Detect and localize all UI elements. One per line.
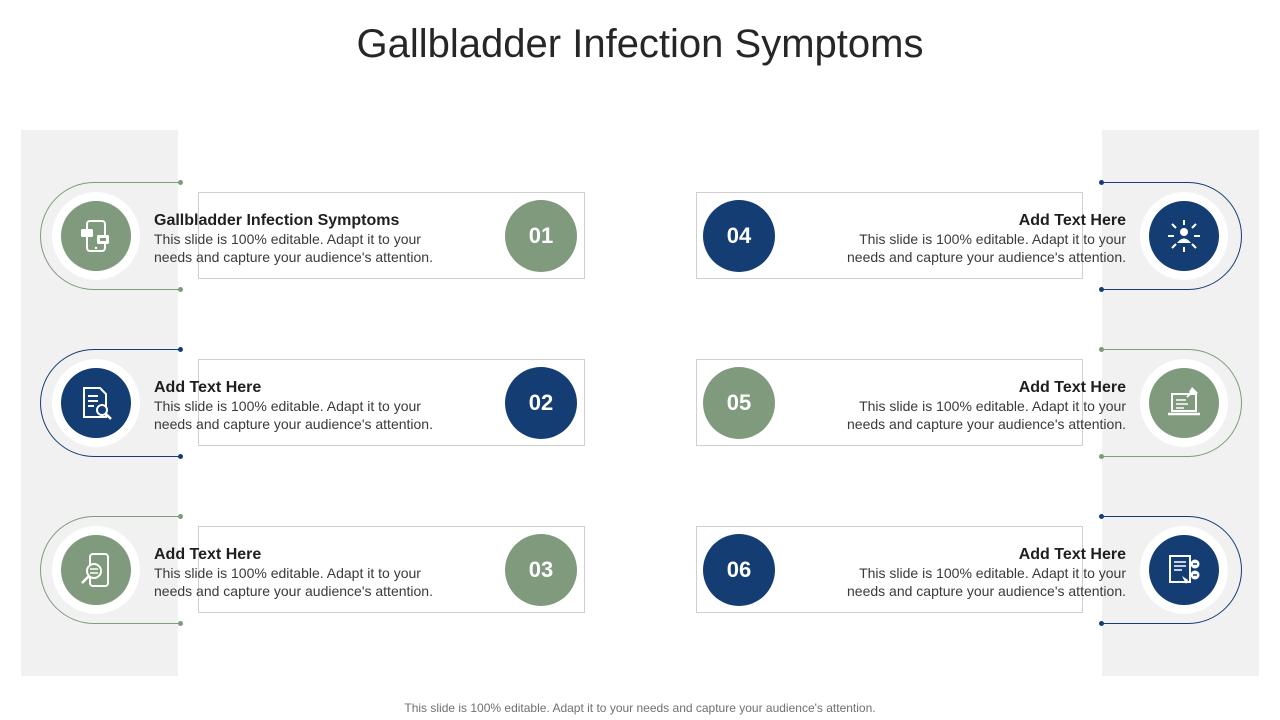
connector-arc xyxy=(1099,514,1242,626)
connector-dot xyxy=(178,347,183,352)
connector-dot xyxy=(178,180,183,185)
item-body-line: needs and capture your audience's attent… xyxy=(847,416,1126,432)
item-body-line: This slide is 100% editable. Adapt it to… xyxy=(154,231,421,247)
connector-dot xyxy=(1099,287,1104,292)
item-heading: Add Text Here xyxy=(154,379,262,396)
connector-dot xyxy=(178,514,183,519)
footer-note: This slide is 100% editable. Adapt it to… xyxy=(404,701,876,715)
step-number-badge: 01 xyxy=(505,200,577,272)
connector-dot xyxy=(1099,454,1104,459)
item-heading: Add Text Here xyxy=(1018,546,1126,563)
connector-dot xyxy=(178,454,183,459)
mobile-chat-icon xyxy=(61,201,131,271)
document-search-icon xyxy=(61,368,131,438)
slide-title: Gallbladder Infection Symptoms xyxy=(356,22,924,66)
mobile-search-icon xyxy=(61,535,131,605)
item-body-line: This slide is 100% editable. Adapt it to… xyxy=(859,398,1126,414)
item-heading: Gallbladder Infection Symptoms xyxy=(154,212,400,229)
document-chat-icon xyxy=(1149,535,1219,605)
item-body-line: needs and capture your audience's attent… xyxy=(847,249,1126,265)
step-number-badge: 06 xyxy=(703,534,775,606)
step-number-badge: 02 xyxy=(505,367,577,439)
user-network-icon xyxy=(1149,201,1219,271)
item-heading: Add Text Here xyxy=(1018,212,1126,229)
connector-arc xyxy=(40,347,183,459)
connector-dot xyxy=(1099,347,1104,352)
item-body-line: needs and capture your audience's attent… xyxy=(154,583,433,599)
step-number-badge: 03 xyxy=(505,534,577,606)
connector-arc xyxy=(40,514,183,626)
item-body-line: needs and capture your audience's attent… xyxy=(154,416,433,432)
item-body-line: This slide is 100% editable. Adapt it to… xyxy=(859,565,1126,581)
connector-dot xyxy=(1099,514,1104,519)
connector-dot xyxy=(1099,621,1104,626)
step-number-badge: 05 xyxy=(703,367,775,439)
item-body-line: This slide is 100% editable. Adapt it to… xyxy=(154,398,421,414)
item-body-line: needs and capture your audience's attent… xyxy=(847,583,1126,599)
item-heading: Add Text Here xyxy=(154,546,262,563)
item-body-line: This slide is 100% editable. Adapt it to… xyxy=(859,231,1126,247)
laptop-pin-icon xyxy=(1149,368,1219,438)
item-body-line: needs and capture your audience's attent… xyxy=(154,249,433,265)
item-body-line: This slide is 100% editable. Adapt it to… xyxy=(154,565,421,581)
connector-arc xyxy=(1099,347,1242,459)
item-heading: Add Text Here xyxy=(1018,379,1126,396)
connector-arc xyxy=(1099,180,1242,292)
connector-dot xyxy=(178,287,183,292)
connector-dot xyxy=(178,621,183,626)
connector-arc xyxy=(40,180,183,292)
connector-dot xyxy=(1099,180,1104,185)
step-number-badge: 04 xyxy=(703,200,775,272)
